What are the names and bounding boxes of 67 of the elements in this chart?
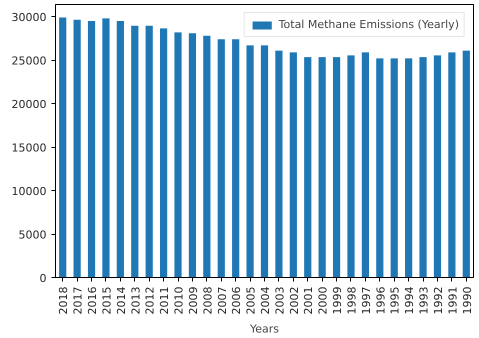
x-tick-label: 1990 bbox=[460, 286, 474, 314]
x-tick-label: 1992 bbox=[432, 286, 445, 314]
x-tick-label: 1996 bbox=[374, 286, 388, 314]
bar bbox=[376, 58, 384, 278]
x-tick-label: 2015 bbox=[100, 286, 114, 314]
x-tick-label: 2006 bbox=[230, 286, 244, 314]
bar bbox=[131, 26, 138, 278]
bar bbox=[362, 52, 369, 278]
bar bbox=[102, 18, 110, 278]
x-tick-label: 1994 bbox=[403, 286, 416, 314]
x-tick-label: 1999 bbox=[331, 286, 344, 314]
x-tick-label: 2005 bbox=[244, 286, 258, 314]
y-tick-label: 0 bbox=[40, 272, 46, 285]
bar bbox=[419, 57, 427, 278]
x-axis-title: Years bbox=[248, 322, 280, 336]
x-tick-label: 2009 bbox=[186, 286, 200, 314]
y-tick-label: 30000 bbox=[12, 11, 47, 24]
bar bbox=[88, 21, 96, 278]
bar bbox=[116, 21, 124, 278]
bar bbox=[59, 18, 66, 278]
y-tick-label: 20000 bbox=[12, 98, 47, 112]
x-tick-label: 2013 bbox=[129, 286, 142, 314]
bar bbox=[434, 55, 442, 278]
x-tick-label: 2001 bbox=[302, 286, 316, 314]
x-tick-label: 2002 bbox=[288, 286, 301, 314]
bar bbox=[304, 57, 312, 278]
bar bbox=[462, 50, 470, 278]
y-tick-label: 5000 bbox=[18, 228, 47, 242]
x-tick-label: 2007 bbox=[216, 286, 229, 314]
x-tick-label: 2000 bbox=[316, 286, 330, 314]
x-tick-label: 1991 bbox=[446, 286, 460, 314]
bar bbox=[347, 55, 355, 278]
x-tick-label: 2014 bbox=[114, 286, 128, 314]
bar bbox=[188, 33, 196, 278]
bar bbox=[390, 58, 398, 278]
y-tick-label: 15000 bbox=[12, 142, 47, 155]
x-tick-label: 2003 bbox=[273, 286, 286, 314]
x-tick-label: 2011 bbox=[158, 286, 172, 314]
x-tick-label: 1998 bbox=[345, 286, 358, 314]
bar bbox=[218, 39, 225, 278]
bar bbox=[332, 57, 340, 278]
x-tick-label: 1995 bbox=[388, 286, 402, 314]
x-tick-label: 2004 bbox=[259, 286, 272, 314]
bar bbox=[160, 28, 168, 278]
bar bbox=[260, 45, 268, 278]
x-tick-label: 1997 bbox=[360, 286, 373, 314]
bar bbox=[275, 50, 283, 278]
bar bbox=[174, 32, 182, 278]
bar bbox=[146, 26, 153, 278]
bar bbox=[448, 52, 456, 278]
bar bbox=[318, 57, 326, 278]
bar bbox=[290, 52, 297, 278]
bar bbox=[203, 36, 210, 278]
x-tick-label: 2016 bbox=[86, 286, 100, 314]
y-tick-label: 10000 bbox=[12, 185, 47, 198]
x-tick-label: 2018 bbox=[57, 286, 70, 314]
bar bbox=[232, 39, 240, 278]
x-tick-label: 2010 bbox=[172, 286, 186, 314]
x-tick-label: 1993 bbox=[418, 286, 431, 314]
legend-label: Total Methane Emissions (Yearly) bbox=[278, 18, 459, 31]
bar bbox=[405, 58, 412, 278]
x-tick-label: 2008 bbox=[201, 286, 214, 314]
y-tick-label: 25000 bbox=[12, 54, 47, 68]
x-tick-label: 2017 bbox=[72, 286, 85, 314]
bar bbox=[246, 45, 254, 278]
x-tick-label: 2012 bbox=[144, 286, 157, 314]
bar bbox=[74, 20, 81, 278]
